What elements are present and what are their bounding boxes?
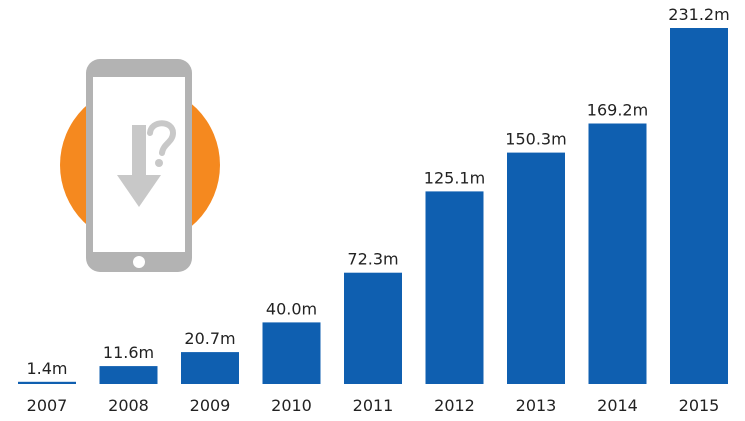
- question-mark-dot: [155, 159, 163, 167]
- bar-value-label-2014: 169.2m: [587, 101, 648, 120]
- bars-group: [18, 28, 728, 384]
- bar-value-labels: 1.4m 11.6m 20.7m 40.0m 72.3m 125.1m 150.3m 169.…: [26, 5, 729, 378]
- x-tick-label-2011: 2011: [353, 396, 394, 415]
- bar-2007: [18, 381, 76, 384]
- bar-value-label-2010: 40.0m: [266, 299, 317, 318]
- bar-2009: [181, 352, 239, 384]
- x-tick-label-2008: 2008: [108, 396, 149, 415]
- x-tick-label-2007: 2007: [27, 396, 68, 415]
- bar-value-label-2008: 11.6m: [103, 343, 154, 362]
- x-tick-label-2015: 2015: [679, 396, 720, 415]
- x-tick-label-2014: 2014: [597, 396, 638, 415]
- x-tick-label-2012: 2012: [434, 396, 475, 415]
- bar-2014: [588, 123, 647, 384]
- x-tick-label-2013: 2013: [516, 396, 557, 415]
- bar-2010: [262, 322, 321, 384]
- bar-2013: [507, 152, 565, 384]
- x-tick-label-2010: 2010: [271, 396, 312, 415]
- bar-2015: [670, 28, 728, 384]
- question-mark-icon: [147, 120, 177, 156]
- phone-home-button: [133, 256, 145, 268]
- x-tick-label-2009: 2009: [190, 396, 231, 415]
- bar-2011: [344, 272, 402, 384]
- smartphone-download-icon: [60, 59, 220, 272]
- bar-value-label-2009: 20.7m: [184, 329, 235, 348]
- bar-value-label-2015: 231.2m: [668, 5, 729, 24]
- bar-value-label-2011: 72.3m: [347, 250, 398, 269]
- bar-2012: [425, 191, 484, 384]
- x-axis-tick-labels: 2007 2008 2009 2010 2011 2012 2013 2014 2015: [27, 396, 720, 415]
- download-arrow-icon: [117, 125, 161, 207]
- bar-value-label-2007: 1.4m: [26, 359, 67, 378]
- bar-value-label-2012: 125.1m: [424, 168, 485, 187]
- bar-2008: [99, 366, 158, 384]
- bar-value-label-2013: 150.3m: [505, 130, 566, 149]
